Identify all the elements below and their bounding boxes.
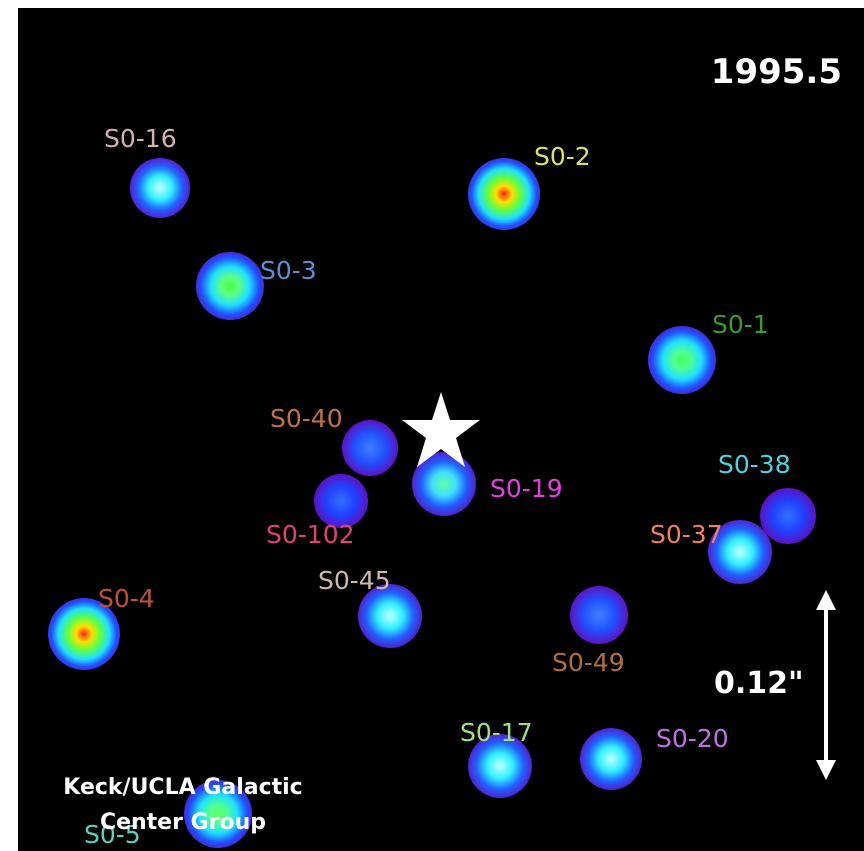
star-s0-3 bbox=[196, 252, 264, 320]
credit-label: Keck/UCLA Galactic Center Group bbox=[63, 775, 303, 835]
star-label-s0-45: S0-45 bbox=[318, 566, 391, 595]
star-s0-37 bbox=[708, 520, 772, 584]
star-label-s0-19: S0-19 bbox=[490, 474, 563, 503]
star-s0-17 bbox=[468, 734, 532, 798]
star-label-s0-16: S0-16 bbox=[104, 124, 177, 153]
star-label-s0-40: S0-40 bbox=[270, 404, 343, 433]
star-label-s0-17: S0-17 bbox=[460, 718, 533, 747]
star-label-s0-1: S0-1 bbox=[712, 310, 769, 339]
star-s0-16 bbox=[130, 158, 190, 218]
star-label-s0-49: S0-49 bbox=[552, 648, 625, 677]
star-label-s0-102: S0-102 bbox=[266, 520, 355, 549]
sky-image: S0-16 S0-2 S0-3 S0-1 S0-40 S0-19 S0-102 … bbox=[18, 8, 864, 851]
star-s0-4 bbox=[48, 598, 120, 670]
star-label-s0-5: S0-5 bbox=[84, 820, 141, 849]
star-s0-1 bbox=[648, 326, 716, 394]
star-label-s0-2: S0-2 bbox=[534, 142, 591, 171]
star-s0-40 bbox=[342, 420, 398, 476]
star-s0-45 bbox=[358, 584, 422, 648]
star-label-s0-37: S0-37 bbox=[650, 520, 723, 549]
star-s0-49 bbox=[570, 586, 628, 644]
scale-bar-label: 0.12" bbox=[714, 666, 804, 701]
star-s0-20 bbox=[580, 728, 642, 790]
star-label-s0-3: S0-3 bbox=[260, 256, 317, 285]
star-icon bbox=[402, 392, 480, 467]
star-s0-102 bbox=[314, 474, 368, 528]
star-s0-5 bbox=[184, 780, 252, 848]
star-s0-38 bbox=[760, 488, 816, 544]
star-label-s0-4: S0-4 bbox=[98, 584, 155, 613]
star-label-s0-38: S0-38 bbox=[718, 450, 791, 479]
star-s0-2 bbox=[468, 158, 540, 230]
epoch-label: 1995.5 bbox=[710, 52, 842, 92]
star-label-s0-20: S0-20 bbox=[656, 724, 729, 753]
double-arrow-icon bbox=[816, 590, 836, 780]
